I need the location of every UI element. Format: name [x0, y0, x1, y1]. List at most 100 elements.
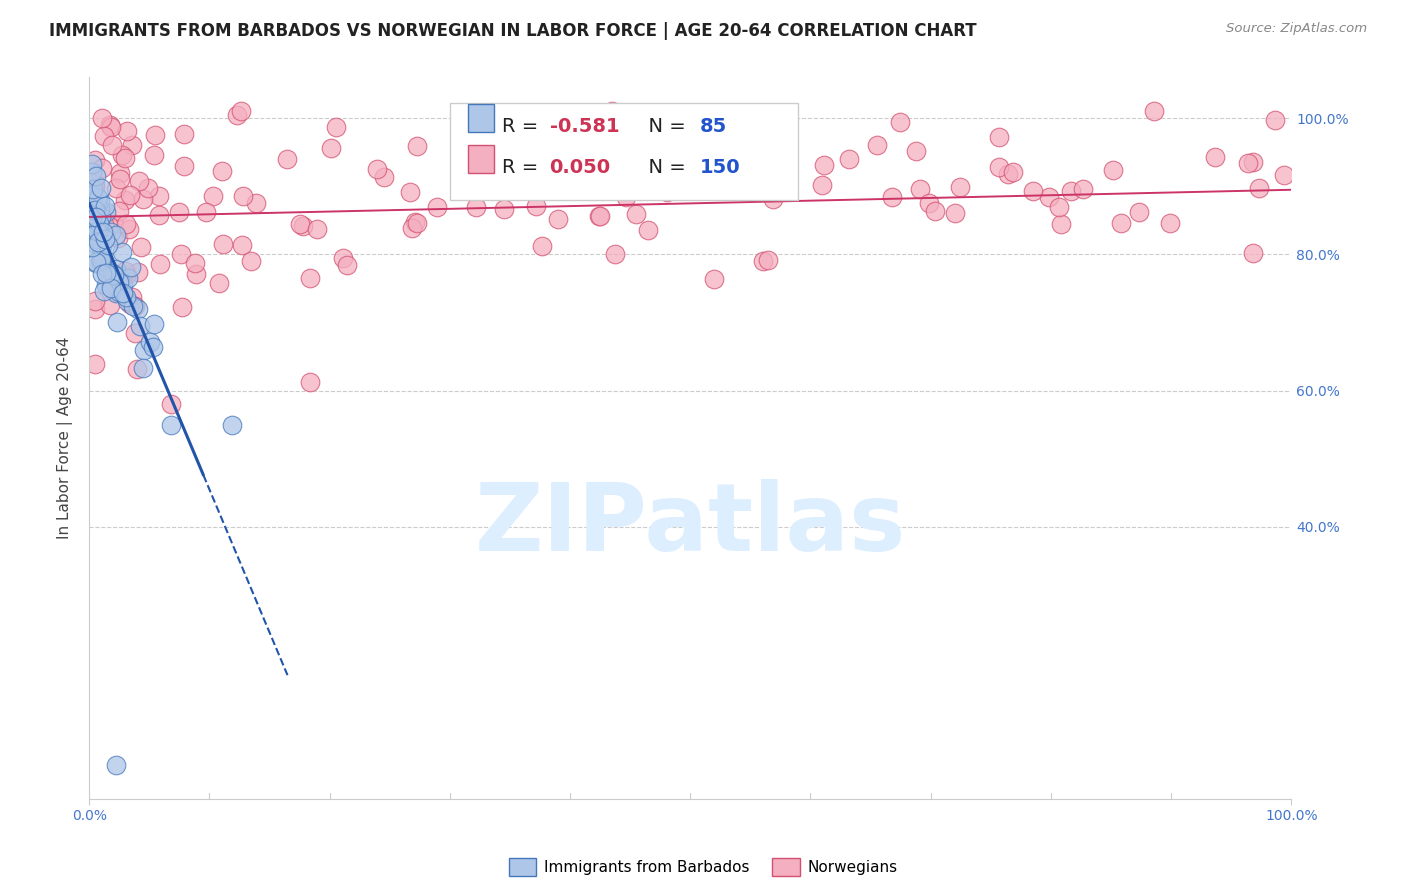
Point [292, 219, 315, 234]
Point [221, 417, 243, 432]
Point [325, 120, 347, 134]
Point [1272, 168, 1295, 182]
Point [401, 221, 423, 235]
Point [86, 232, 108, 246]
Point [245, 196, 267, 211]
Point [889, 115, 911, 129]
Point [94, 260, 117, 275]
Point [108, 276, 131, 290]
Point [231, 238, 253, 252]
Point [195, 204, 218, 219]
Point [84, 181, 107, 195]
Point [474, 180, 496, 194]
Point [208, 276, 231, 290]
Point [148, 189, 170, 203]
Point [84, 196, 107, 211]
Point [755, 178, 778, 192]
Point [91, 214, 114, 228]
Point [170, 247, 193, 261]
Text: N =: N = [636, 158, 692, 178]
Point [108, 204, 131, 219]
Point [111, 286, 134, 301]
Point [1002, 165, 1025, 179]
Point [1038, 189, 1060, 203]
Point [588, 209, 610, 223]
Point [100, 120, 122, 134]
Point [122, 299, 145, 313]
Point [91, 254, 114, 268]
Point [108, 172, 131, 186]
Text: IMMIGRANTS FROM BARBADOS VS NORWEGIAN IN LABOR FORCE | AGE 20-64 CORRELATION CHA: IMMIGRANTS FROM BARBADOS VS NORWEGIAN IN… [49, 22, 977, 40]
Text: 0.050: 0.050 [550, 158, 610, 178]
Point [94, 266, 117, 280]
Point [84, 197, 107, 211]
Point [838, 152, 860, 166]
Point [904, 144, 927, 158]
Point [80, 240, 103, 254]
Point [918, 195, 941, 210]
Text: R =: R = [502, 117, 544, 136]
Point [1241, 154, 1264, 169]
Point [117, 124, 139, 138]
Point [127, 302, 149, 317]
Point [111, 147, 134, 161]
Point [84, 255, 107, 269]
FancyBboxPatch shape [468, 104, 495, 131]
Point [91, 111, 114, 125]
Point [84, 294, 107, 309]
Point [139, 334, 162, 349]
Point [115, 268, 138, 283]
Point [524, 199, 547, 213]
Point [105, 262, 128, 277]
Point [101, 137, 124, 152]
Point [366, 161, 388, 176]
Point [84, 153, 107, 167]
Point [84, 357, 107, 371]
Point [104, 285, 127, 300]
Point [90, 181, 112, 195]
Point [603, 247, 626, 261]
Point [614, 190, 637, 204]
Point [1128, 205, 1150, 219]
Point [87, 233, 110, 247]
Point [120, 297, 142, 311]
Text: R =: R = [502, 158, 544, 178]
Point [90, 211, 112, 225]
Point [299, 271, 322, 285]
Point [173, 159, 195, 173]
Point [107, 315, 129, 329]
Point [82, 186, 104, 201]
Point [1101, 162, 1123, 177]
Point [761, 192, 783, 206]
Point [115, 291, 138, 305]
Point [752, 253, 775, 268]
Point [160, 397, 183, 411]
Legend: Immigrants from Barbados, Norwegians: Immigrants from Barbados, Norwegians [502, 852, 904, 881]
Point [1264, 112, 1286, 127]
Point [86, 190, 108, 204]
Point [307, 222, 329, 236]
FancyBboxPatch shape [450, 103, 799, 200]
Text: N =: N = [636, 117, 692, 136]
Point [80, 210, 103, 224]
Point [100, 280, 122, 294]
Point [82, 207, 104, 221]
Point [89, 218, 111, 232]
Point [276, 152, 298, 166]
Point [97, 238, 120, 252]
Point [184, 256, 207, 270]
Point [82, 182, 104, 196]
Point [763, 174, 786, 188]
Point [1049, 200, 1071, 214]
Point [86, 205, 108, 219]
Point [143, 128, 166, 143]
Point [98, 219, 121, 233]
Point [160, 417, 183, 432]
Point [142, 317, 165, 331]
Point [288, 217, 311, 231]
Point [548, 179, 571, 194]
Point [1241, 245, 1264, 260]
FancyBboxPatch shape [468, 145, 495, 173]
Point [908, 182, 931, 196]
Point [231, 104, 253, 119]
